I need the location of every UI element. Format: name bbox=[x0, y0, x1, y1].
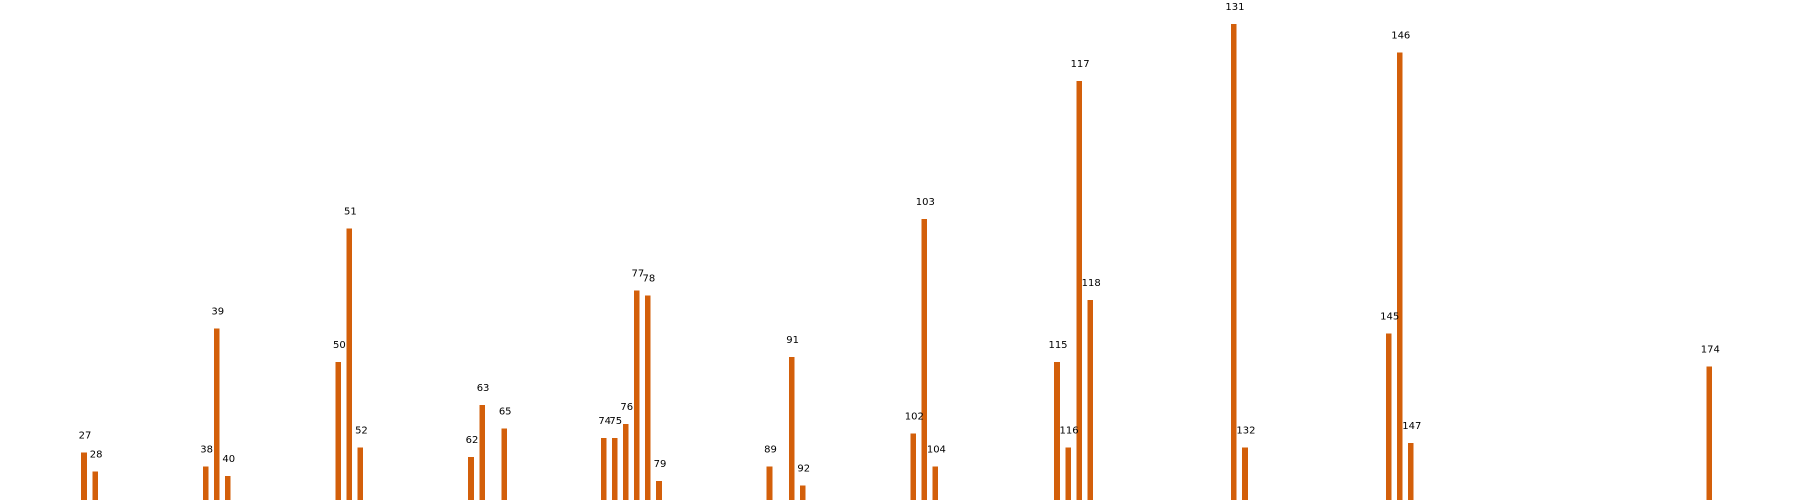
bar-label-147: 147 bbox=[1402, 421, 1421, 432]
bar-label-77: 77 bbox=[631, 269, 644, 280]
bar-label-76: 76 bbox=[620, 402, 633, 413]
bar-label-78: 78 bbox=[643, 273, 656, 284]
bar-52 bbox=[357, 447, 364, 500]
bar-74 bbox=[600, 438, 607, 500]
bar-132 bbox=[1242, 447, 1248, 500]
bar-label-40: 40 bbox=[222, 454, 235, 465]
bar-label-51: 51 bbox=[344, 207, 357, 218]
bar-77 bbox=[634, 290, 640, 500]
bar-label-39: 39 bbox=[211, 307, 224, 318]
bar-115 bbox=[1054, 361, 1060, 500]
bar-label-174: 174 bbox=[1701, 345, 1720, 356]
bar-label-131: 131 bbox=[1225, 2, 1244, 13]
bar-label-65: 65 bbox=[499, 407, 512, 418]
bar-65 bbox=[501, 428, 507, 500]
bar-62 bbox=[468, 457, 474, 500]
bar-label-102: 102 bbox=[905, 411, 924, 422]
bar-116 bbox=[1065, 447, 1071, 500]
bar-label-52: 52 bbox=[355, 426, 368, 437]
bar-118 bbox=[1087, 300, 1093, 500]
bar-label-146: 146 bbox=[1391, 31, 1410, 42]
bar-174 bbox=[1706, 366, 1713, 500]
bar-39 bbox=[213, 328, 220, 500]
bar-102 bbox=[910, 433, 917, 500]
bar-label-62: 62 bbox=[466, 435, 479, 446]
bar-103 bbox=[921, 219, 928, 500]
bar-label-103: 103 bbox=[916, 197, 935, 208]
bar-label-28: 28 bbox=[90, 449, 103, 460]
bar-91 bbox=[788, 357, 795, 500]
bar-63 bbox=[479, 404, 485, 500]
bar-146 bbox=[1396, 52, 1403, 500]
bar-27 bbox=[81, 452, 87, 500]
bar-145 bbox=[1385, 333, 1392, 500]
bar-28 bbox=[92, 471, 98, 500]
bar-147 bbox=[1408, 442, 1414, 500]
bar-label-92: 92 bbox=[797, 464, 810, 475]
bar-label-75: 75 bbox=[609, 416, 622, 427]
bar-label-145: 145 bbox=[1380, 311, 1399, 322]
bar-131 bbox=[1231, 24, 1237, 500]
bar-92 bbox=[799, 485, 806, 500]
bar-label-117: 117 bbox=[1071, 59, 1090, 70]
bar-50 bbox=[335, 361, 342, 500]
bar-104 bbox=[932, 466, 939, 500]
bar-79 bbox=[656, 480, 662, 500]
bar-89 bbox=[766, 466, 773, 500]
bar-label-38: 38 bbox=[200, 445, 213, 456]
bar-117 bbox=[1076, 81, 1082, 500]
bar-51 bbox=[346, 228, 353, 500]
bar-label-116: 116 bbox=[1060, 426, 1079, 437]
bar-38 bbox=[202, 466, 209, 500]
bar-40 bbox=[224, 476, 231, 500]
bar-label-89: 89 bbox=[764, 445, 777, 456]
bar-78 bbox=[645, 295, 651, 500]
bar-label-118: 118 bbox=[1082, 278, 1101, 289]
bar-label-91: 91 bbox=[786, 335, 799, 346]
bars-group bbox=[81, 24, 1713, 500]
bar-label-27: 27 bbox=[79, 430, 92, 441]
bar-label-63: 63 bbox=[477, 383, 490, 394]
bar-label-104: 104 bbox=[927, 445, 946, 456]
bar-label-115: 115 bbox=[1048, 340, 1067, 351]
bar-label-50: 50 bbox=[333, 340, 346, 351]
bar-label-74: 74 bbox=[598, 416, 611, 427]
bar-label-79: 79 bbox=[654, 459, 667, 470]
bar-label-132: 132 bbox=[1236, 426, 1255, 437]
bar-76 bbox=[623, 423, 629, 500]
bar-75 bbox=[611, 438, 618, 500]
